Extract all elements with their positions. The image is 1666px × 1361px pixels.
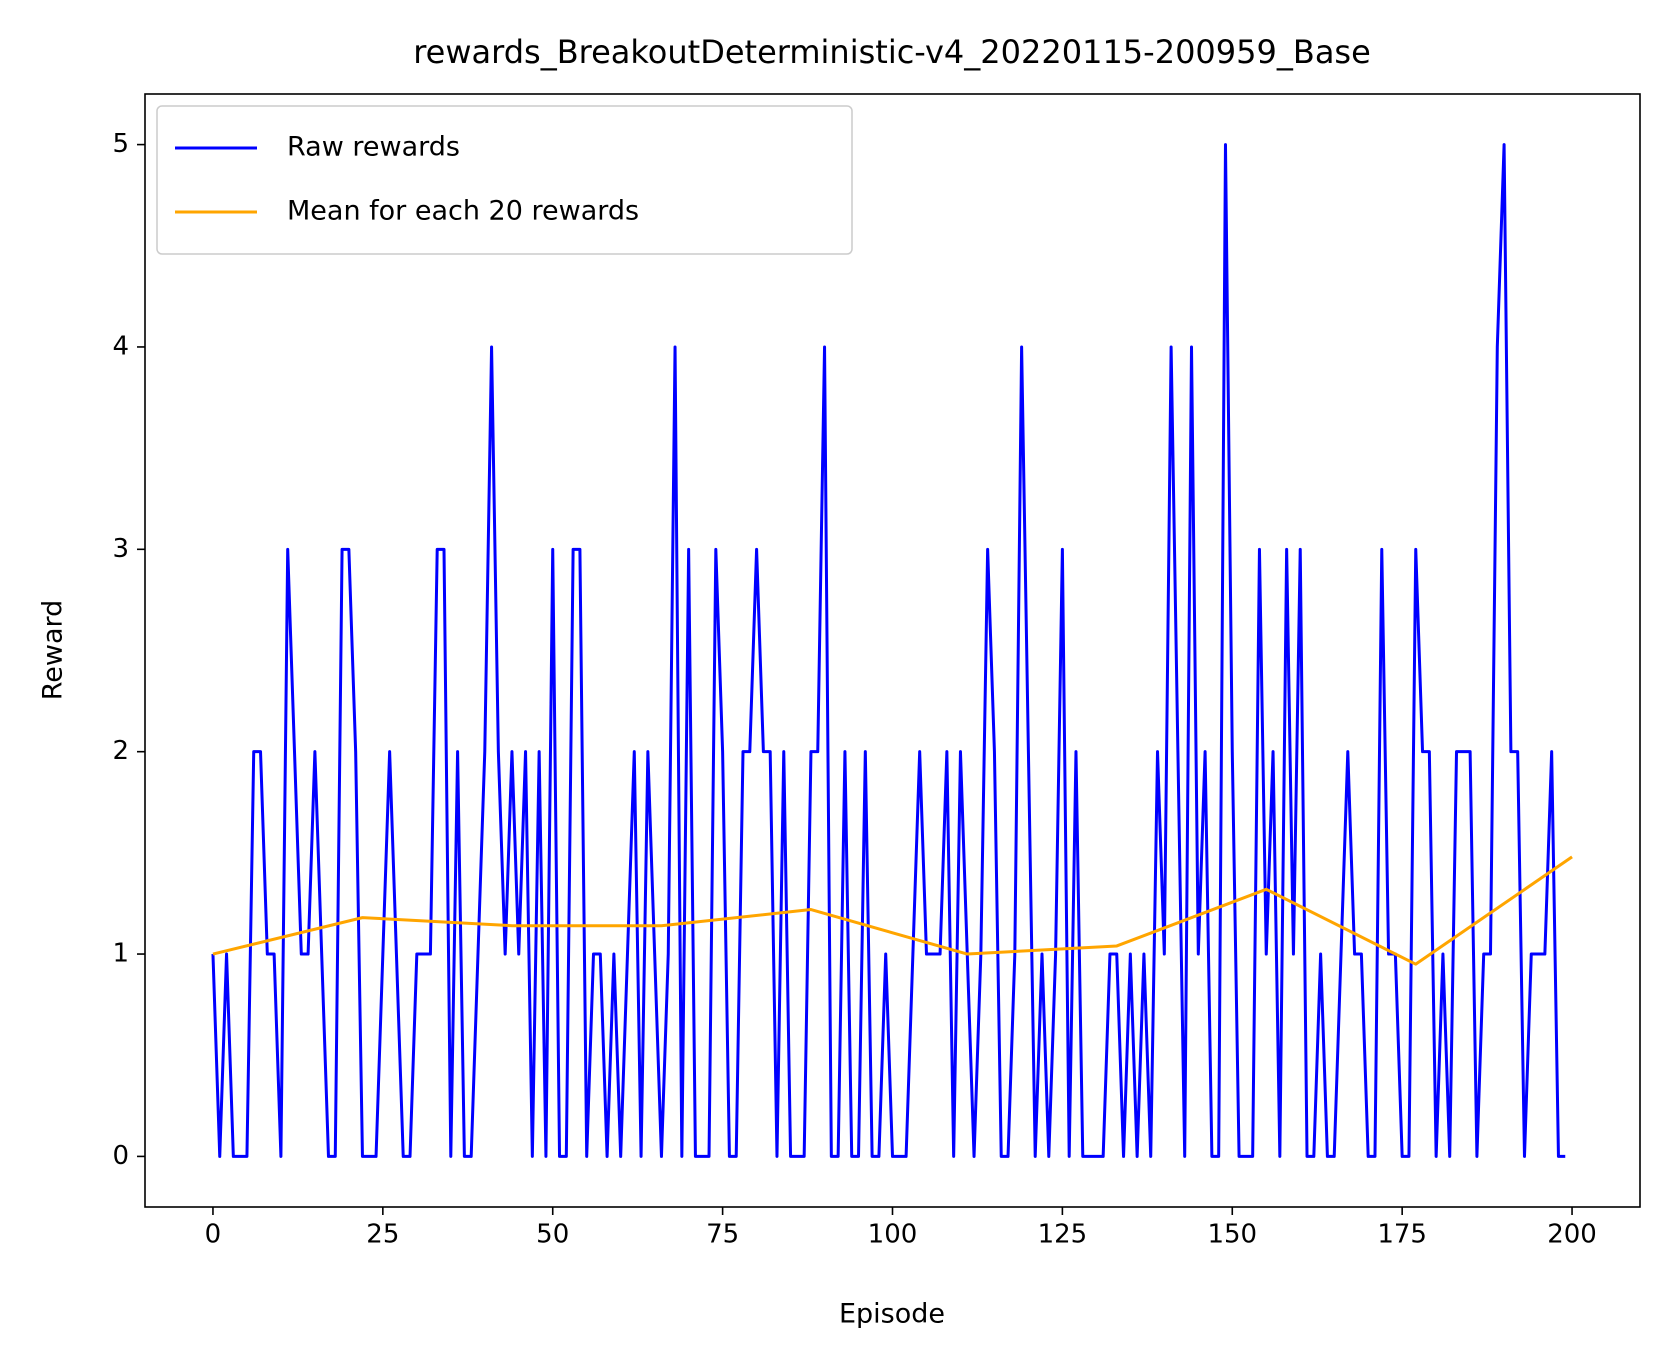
y-tick-label: 5 <box>112 129 129 159</box>
y-axis-label: Reward <box>38 600 69 701</box>
chart-title: rewards_BreakoutDeterministic-v4_2022011… <box>413 33 1371 71</box>
y-tick-label: 1 <box>112 939 129 969</box>
x-tick-label: 50 <box>536 1220 569 1250</box>
legend-label: Mean for each 20 rewards <box>287 196 639 227</box>
x-tick-label: 75 <box>706 1220 739 1250</box>
x-tick-label: 175 <box>1377 1220 1427 1250</box>
y-tick-label: 2 <box>112 736 129 766</box>
legend-box <box>156 105 853 255</box>
legend-label: Raw rewards <box>287 132 460 163</box>
x-tick-label: 150 <box>1207 1220 1257 1250</box>
y-tick-label: 3 <box>112 534 129 564</box>
x-axis-label: Episode <box>839 1299 945 1330</box>
y-tick-label: 0 <box>112 1141 129 1171</box>
x-tick-label: 200 <box>1547 1220 1597 1250</box>
x-tick-label: 25 <box>366 1220 399 1250</box>
x-tick-label: 100 <box>868 1220 918 1250</box>
data-line <box>211 143 1566 1158</box>
x-tick-label: 0 <box>205 1220 222 1250</box>
y-tick-label: 4 <box>112 331 129 361</box>
data-line <box>212 855 1573 966</box>
x-tick-label: 125 <box>1038 1220 1088 1250</box>
